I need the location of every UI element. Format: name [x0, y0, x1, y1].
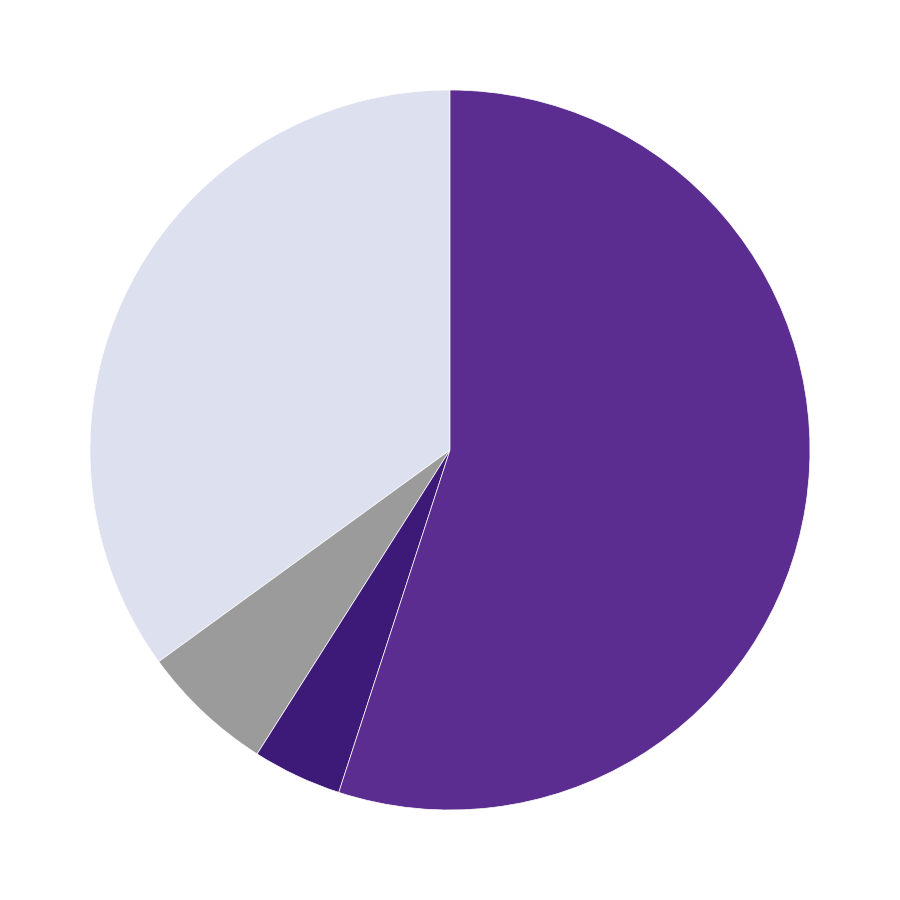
Wedge shape — [90, 90, 450, 662]
Wedge shape — [158, 450, 450, 754]
Wedge shape — [338, 90, 810, 810]
Wedge shape — [257, 450, 450, 792]
